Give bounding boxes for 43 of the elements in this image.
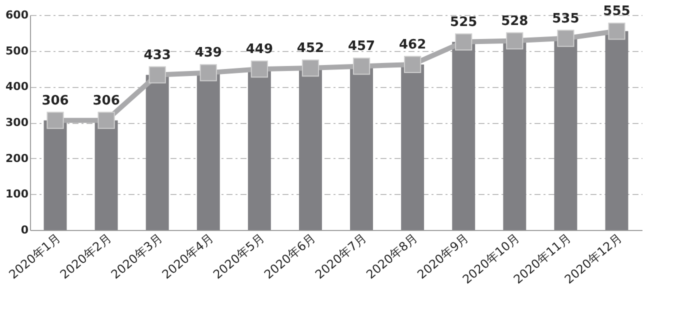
point xyxy=(352,58,370,75)
data-label: 462 xyxy=(398,37,426,52)
bar xyxy=(146,74,169,230)
data-label: 525 xyxy=(450,14,478,30)
point xyxy=(46,112,64,129)
data-label: 306 xyxy=(92,93,120,108)
bar xyxy=(452,42,476,230)
y-tick-label: 200 xyxy=(6,152,29,165)
point xyxy=(250,60,268,78)
point xyxy=(455,33,472,50)
point xyxy=(302,59,320,77)
data-label: 555 xyxy=(603,4,630,20)
bar xyxy=(196,72,220,230)
point xyxy=(200,64,217,82)
y-tick-label: 300 xyxy=(6,116,29,129)
bar xyxy=(554,38,578,230)
bar xyxy=(503,40,526,230)
data-label: 439 xyxy=(194,46,222,61)
bar xyxy=(94,120,118,230)
point xyxy=(98,112,115,129)
bar xyxy=(605,31,628,230)
data-label: 449 xyxy=(246,42,274,58)
y-tick-label: 400 xyxy=(6,80,29,94)
bar xyxy=(401,64,424,230)
y-tick-label: 500 xyxy=(6,44,29,58)
bar xyxy=(44,120,67,230)
bar xyxy=(248,69,271,230)
y-tick-label: 100 xyxy=(6,188,29,201)
bar xyxy=(298,68,322,230)
point xyxy=(608,22,626,40)
data-label: 535 xyxy=(552,11,580,26)
y-tick-label: 600 xyxy=(6,8,29,22)
bar xyxy=(350,66,374,230)
point xyxy=(506,32,524,50)
data-label: 433 xyxy=(144,48,171,63)
data-label: 457 xyxy=(348,39,376,54)
point xyxy=(148,66,166,84)
data-label: 306 xyxy=(42,93,69,108)
point xyxy=(404,56,422,74)
point xyxy=(557,30,574,47)
data-label: 452 xyxy=(296,41,324,56)
y-tick-label: 0 xyxy=(20,224,29,236)
data-label: 528 xyxy=(501,14,528,29)
